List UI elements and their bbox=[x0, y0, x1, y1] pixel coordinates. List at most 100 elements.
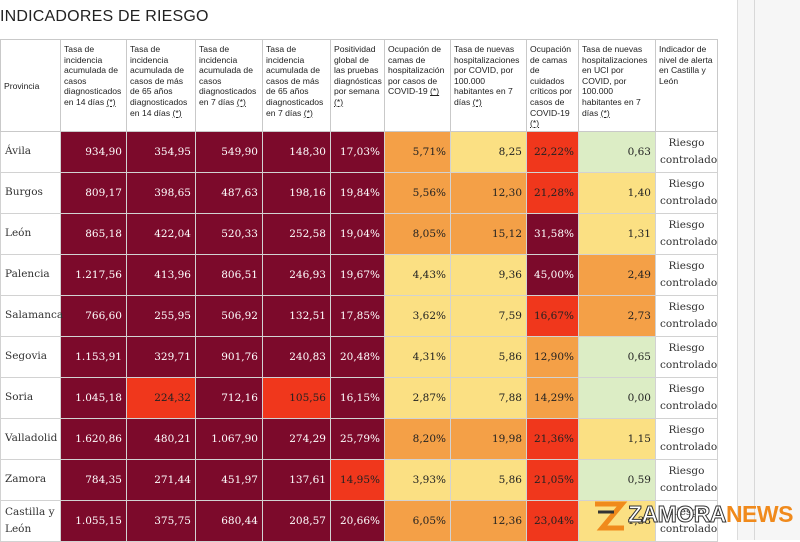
alert-level: Riesgo controlado bbox=[655, 171, 718, 214]
indicator-cell: 520,33 bbox=[195, 212, 263, 255]
column-header-8: Ocupación de camas de cuidados críticos … bbox=[526, 39, 579, 132]
column-info-link[interactable]: (*) bbox=[334, 96, 344, 107]
table-row: Ávila 934,90 354,95 549,90 148,30 17,03% 5,71%… bbox=[0, 130, 718, 173]
indicator-cell: 5,86 bbox=[450, 335, 527, 378]
indicator-cell: 12,36 bbox=[450, 499, 527, 542]
indicator-cell: 2,73 bbox=[578, 294, 656, 337]
indicator-cell: 198,16 bbox=[262, 171, 331, 214]
column-header-2: Tasa de incidencia acumulada de casos de… bbox=[126, 39, 196, 132]
indicator-cell: 15,12 bbox=[450, 212, 527, 255]
indicator-cell: 20,66% bbox=[330, 499, 385, 542]
indicator-cell: 1.217,56 bbox=[60, 253, 127, 296]
indicator-cell: 8,20% bbox=[384, 417, 451, 460]
column-header-6: Ocupación de camas de hospitalización po… bbox=[384, 39, 451, 132]
indicator-cell: 487,63 bbox=[195, 171, 263, 214]
column-header-5: Positividad global de las pruebas diagnó… bbox=[330, 39, 385, 132]
table-row: Burgos 809,17 398,65 487,63 198,16 19,84% 5,56… bbox=[0, 171, 718, 214]
logo-text-zamora: ZAMORA bbox=[628, 501, 727, 528]
table-row: Soria 1.045,18 224,32 712,16 105,56 16,15% 2,8… bbox=[0, 376, 718, 419]
alert-level: Riesgo controlado bbox=[655, 253, 718, 296]
indicator-cell: 398,65 bbox=[126, 171, 196, 214]
column-info-link[interactable]: (*) bbox=[303, 107, 313, 118]
indicator-cell: 271,44 bbox=[126, 458, 196, 501]
alert-level: Riesgo controlado bbox=[655, 294, 718, 337]
province-name: Valladolid bbox=[0, 417, 61, 460]
indicator-cell: 17,03% bbox=[330, 130, 385, 173]
province-name: Soria bbox=[0, 376, 61, 419]
indicator-cell: 354,95 bbox=[126, 130, 196, 173]
indicator-cell: 14,95% bbox=[330, 458, 385, 501]
alert-level: Riesgo controlado bbox=[655, 212, 718, 255]
indicator-cell: 20,48% bbox=[330, 335, 385, 378]
column-info-link[interactable]: (*) bbox=[600, 107, 610, 118]
logo-text-news: NEWS bbox=[725, 501, 794, 527]
table-row: Segovia 1.153,91 329,71 901,76 240,83 20,48% 4… bbox=[0, 335, 718, 378]
indicator-cell: 208,57 bbox=[262, 499, 331, 542]
column-header-label: Tasa de nuevas hospitalizaciones en UCI … bbox=[582, 44, 648, 118]
column-info-link[interactable]: (*) bbox=[172, 107, 182, 118]
indicator-cell: 809,17 bbox=[60, 171, 127, 214]
column-header-label: Tasa de nuevas hospitalizaciones por COV… bbox=[454, 44, 520, 107]
column-header-label: Ocupación de camas de hospitalización po… bbox=[388, 44, 445, 97]
indicator-cell: 680,44 bbox=[195, 499, 263, 542]
page: INDICADORES DE RIESGO Provincia Tasa de i… bbox=[0, 8, 718, 542]
indicator-cell: 7,59 bbox=[450, 294, 527, 337]
column-info-link[interactable]: (*) bbox=[236, 96, 246, 107]
column-header-label: Tasa de incidencia acumulada de casos de… bbox=[130, 44, 188, 118]
zamora-news-logo: ZAMORANEWS bbox=[590, 497, 800, 540]
indicator-cell: 21,28% bbox=[526, 171, 579, 214]
zamora-news-logo-icon bbox=[595, 501, 628, 531]
indicator-cell: 17,85% bbox=[330, 294, 385, 337]
column-info-link[interactable]: (*) bbox=[106, 96, 116, 107]
indicator-cell: 806,51 bbox=[195, 253, 263, 296]
province-name: Salamanca bbox=[0, 294, 63, 337]
province-name: Ávila bbox=[0, 130, 61, 173]
alert-level: Riesgo controlado bbox=[655, 376, 718, 419]
column-info-link[interactable]: (*) bbox=[430, 86, 440, 97]
column-header-label: Tasa de incidencia acumulada de casos di… bbox=[199, 44, 257, 107]
indicator-cell: 766,60 bbox=[60, 294, 127, 337]
indicator-cell: 19,04% bbox=[330, 212, 385, 255]
indicator-cell: 0,59 bbox=[578, 458, 656, 501]
indicator-cell: 784,35 bbox=[60, 458, 127, 501]
indicator-cell: 3,93% bbox=[384, 458, 451, 501]
indicator-cell: 4,31% bbox=[384, 335, 451, 378]
indicator-cell: 12,30 bbox=[450, 171, 527, 214]
column-header-9: Tasa de nuevas hospitalizaciones en UCI … bbox=[578, 39, 656, 132]
indicator-cell: 901,76 bbox=[195, 335, 263, 378]
indicator-cell: 329,71 bbox=[126, 335, 196, 378]
indicator-cell: 506,92 bbox=[195, 294, 263, 337]
indicator-cell: 22,22% bbox=[526, 130, 579, 173]
indicator-cell: 451,97 bbox=[195, 458, 263, 501]
indicator-cell: 1.045,18 bbox=[60, 376, 127, 419]
indicator-cell: 274,29 bbox=[262, 417, 331, 460]
indicator-cell: 865,18 bbox=[60, 212, 127, 255]
indicator-cell: 5,56% bbox=[384, 171, 451, 214]
province-name: Burgos bbox=[0, 171, 61, 214]
indicator-cell: 0,63 bbox=[578, 130, 656, 173]
indicator-cell: 45,00% bbox=[526, 253, 579, 296]
table-row: Castilla y León 1.055,15 375,75 680,44 208,5… bbox=[0, 499, 718, 542]
indicator-cell: 137,61 bbox=[262, 458, 331, 501]
indicator-cell: 7,88 bbox=[450, 376, 527, 419]
indicator-cell: 132,51 bbox=[262, 294, 331, 337]
column-header-10: Indicador de nivel de alerta en Castilla… bbox=[655, 39, 718, 132]
indicator-cell: 1.067,90 bbox=[195, 417, 263, 460]
indicator-cell: 31,58% bbox=[526, 212, 579, 255]
column-header-label: Provincia bbox=[4, 81, 40, 92]
table-row: Palencia 1.217,56 413,96 806,51 246,93 19,67%… bbox=[0, 253, 718, 296]
indicator-cell: 21,36% bbox=[526, 417, 579, 460]
column-info-link[interactable]: (*) bbox=[530, 118, 540, 129]
alert-level: Riesgo controlado bbox=[655, 458, 718, 501]
province-name: Palencia bbox=[0, 253, 61, 296]
indicator-cell: 712,16 bbox=[195, 376, 263, 419]
indicator-cell: 19,84% bbox=[330, 171, 385, 214]
column-header-4: Tasa de incidencia acumulada de casos de… bbox=[262, 39, 331, 132]
column-info-link[interactable]: (*) bbox=[472, 96, 482, 107]
column-header-7: Tasa de nuevas hospitalizaciones por COV… bbox=[450, 39, 527, 132]
province-name: Zamora bbox=[0, 458, 61, 501]
indicator-cell: 148,30 bbox=[262, 130, 331, 173]
province-name: Segovia bbox=[0, 335, 61, 378]
table-row: León 865,18 422,04 520,33 252,58 19,04% 8,05% 1… bbox=[0, 212, 718, 255]
indicator-cell: 480,21 bbox=[126, 417, 196, 460]
